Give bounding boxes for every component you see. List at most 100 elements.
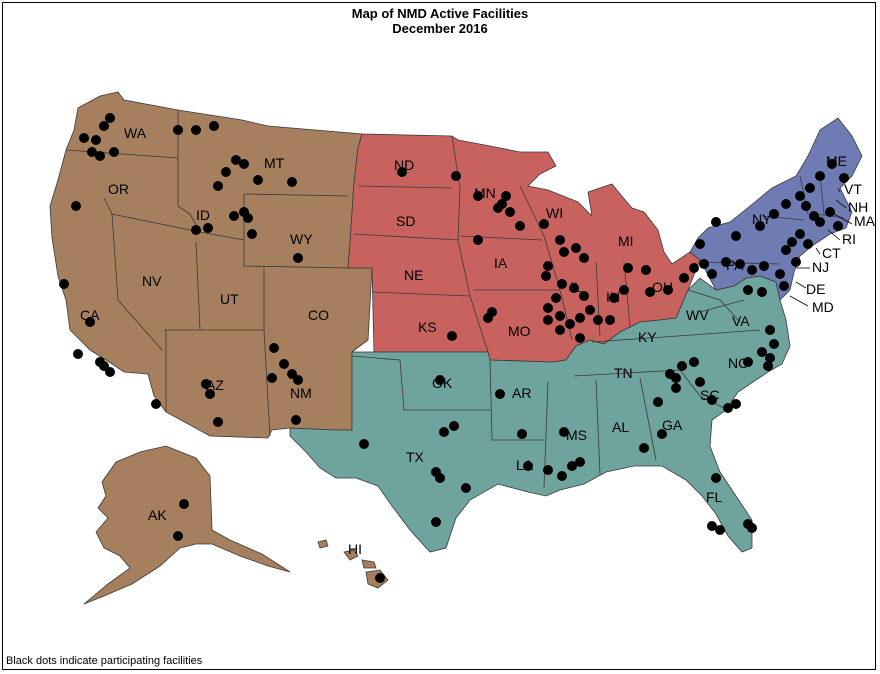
- state-label-vt: VT: [844, 181, 862, 197]
- state-label-nj: NJ: [812, 259, 829, 275]
- state-label-nc: NC: [728, 355, 748, 371]
- facility-dot: [109, 147, 119, 157]
- state-label-me: ME: [826, 153, 847, 169]
- leader-line: [795, 281, 807, 289]
- state-label-al: AL: [612, 419, 629, 435]
- facility-dot: [585, 305, 595, 315]
- facility-dot: [721, 257, 731, 267]
- state-label-ma: MA: [854, 213, 876, 229]
- facility-dot: [571, 243, 581, 253]
- facility-dot: [765, 353, 775, 363]
- state-label-oh: OH: [652, 279, 673, 295]
- facility-dot: [279, 359, 289, 369]
- facility-dot: [827, 159, 837, 169]
- facility-dot: [731, 231, 741, 241]
- facility-dot: [779, 281, 789, 291]
- facility-dot: [495, 389, 505, 399]
- facility-dot: [87, 147, 97, 157]
- facility-dot: [105, 113, 115, 123]
- facility-dot: [689, 263, 699, 273]
- region-south-shape: [289, 275, 791, 553]
- map-title: Map of NMD Active Facilities: [351, 6, 529, 21]
- facility-dot: [707, 521, 717, 531]
- facility-dot: [85, 317, 95, 327]
- facility-dot: [825, 207, 835, 217]
- facility-dot: [619, 285, 629, 295]
- facility-dot: [711, 217, 721, 227]
- facility-dot: [575, 457, 585, 467]
- state-label-id: ID: [196, 207, 210, 223]
- facility-dot: [293, 375, 303, 385]
- map-title-block: Map of NMD Active Facilities December 20…: [0, 6, 880, 36]
- facility-dot: [757, 287, 767, 297]
- state-label-nv: NV: [142, 273, 162, 289]
- facility-dot: [239, 207, 249, 217]
- facility-dot: [747, 265, 757, 275]
- facility-dot: [579, 253, 589, 263]
- facility-dot: [173, 531, 183, 541]
- facility-dot: [695, 377, 705, 387]
- state-label-ak: AK: [148, 507, 167, 523]
- state-label-il: IL: [570, 279, 582, 295]
- facility-dot: [559, 247, 569, 257]
- facility-dot: [575, 313, 585, 323]
- facility-dot: [287, 177, 297, 187]
- state-label-ar: AR: [512, 385, 531, 401]
- facility-dot: [473, 191, 483, 201]
- facility-dot: [735, 259, 745, 269]
- state-label-in: IN: [606, 289, 620, 305]
- facility-dot: [815, 171, 825, 181]
- state-label-tn: TN: [614, 365, 633, 381]
- facility-dot: [569, 283, 579, 293]
- facility-dot: [99, 121, 109, 131]
- facility-dot: [515, 221, 525, 231]
- facility-dot: [451, 171, 461, 181]
- facility-dot: [699, 259, 709, 269]
- state-label-wi: WI: [546, 205, 563, 221]
- region-northeast: [689, 117, 863, 301]
- facility-dot: [833, 221, 843, 231]
- state-label-mi: MI: [618, 233, 634, 249]
- facility-dot: [435, 375, 445, 385]
- state-labels: WA OR CA NV ID MT WY UT CO AZ NM ND SD NE KS MN IA MO WI IL…: [80, 125, 876, 557]
- facility-dot: [743, 285, 753, 295]
- facility-dot: [473, 235, 483, 245]
- facility-dot: [71, 201, 81, 211]
- facility-dot: [551, 293, 561, 303]
- state-label-ny: NY: [752, 211, 772, 227]
- state-label-ia: IA: [494, 255, 508, 271]
- state-label-ks: KS: [418, 319, 437, 335]
- facility-dot: [543, 303, 553, 313]
- facility-dot: [523, 461, 533, 471]
- facility-dot: [695, 239, 705, 249]
- state-label-hi: HI: [348, 541, 362, 557]
- facility-dot: [555, 325, 565, 335]
- state-label-nd: ND: [394, 157, 414, 173]
- facility-dot: [221, 167, 231, 177]
- facility-dot: [781, 199, 791, 209]
- facility-dot: [747, 523, 757, 533]
- leader-line: [835, 199, 847, 209]
- facility-dot: [359, 439, 369, 449]
- facility-dot: [91, 135, 101, 145]
- facility-dot: [671, 383, 681, 393]
- facility-dot: [541, 271, 551, 281]
- facility-dot: [291, 415, 301, 425]
- facility-dot: [657, 429, 667, 439]
- facility-dot: [557, 471, 567, 481]
- state-label-ms: MS: [566, 427, 587, 443]
- region-south: [289, 275, 791, 553]
- state-label-va: VA: [732, 313, 750, 329]
- facility-dot: [501, 191, 511, 201]
- facility-dot: [449, 421, 459, 431]
- facility-dot: [505, 207, 515, 217]
- state-label-nm: NM: [290, 385, 312, 401]
- state-label-mt: MT: [264, 155, 285, 171]
- facility-dot: [775, 269, 785, 279]
- facility-dot: [609, 293, 619, 303]
- facility-dot: [759, 261, 769, 271]
- leader-line: [789, 295, 809, 307]
- state-label-wy: WY: [290, 231, 313, 247]
- region-alaska: [83, 445, 291, 605]
- facility-dot: [707, 395, 717, 405]
